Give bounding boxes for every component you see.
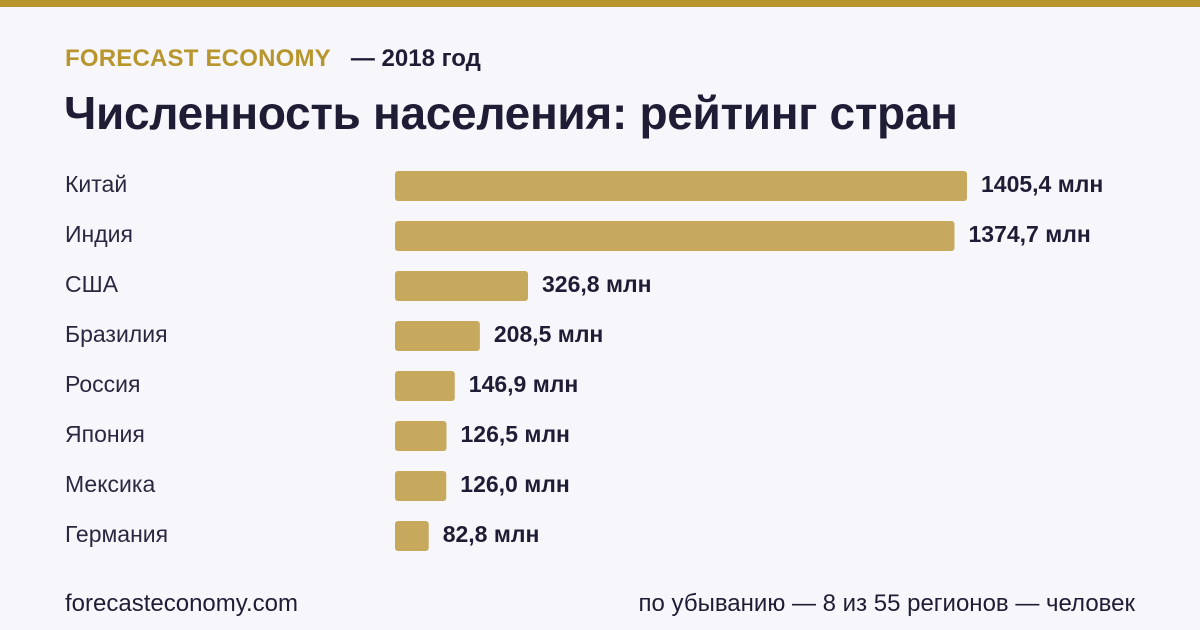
bar <box>395 521 429 551</box>
category-label: Китай <box>65 171 127 197</box>
bar <box>395 321 480 351</box>
value-label: 326,8 млн <box>542 271 651 297</box>
category-label: Индия <box>65 221 133 247</box>
value-label: 126,0 млн <box>460 471 569 497</box>
value-label: 82,8 млн <box>443 521 540 547</box>
brand-name: FORECAST ECONOMY <box>65 45 331 72</box>
value-label: 208,5 млн <box>494 321 603 347</box>
population-bar-chart: Китай 1405,4 млн Индия 1374,7 млн США 326,8 м… <box>65 171 1103 551</box>
bar <box>395 471 447 501</box>
category-label: Япония <box>65 421 145 447</box>
header: FORECAST ECONOMY — 2018 год <box>65 45 481 73</box>
year-label: — 2018 год <box>350 45 481 72</box>
page-title: Численность населения: рейтинг стран <box>64 87 958 139</box>
bar <box>395 171 967 201</box>
top-accent-bar <box>0 0 1200 7</box>
bar <box>395 271 529 301</box>
value-label: 1405,4 млн <box>981 171 1103 197</box>
footer-note: по убыванию — 8 из 55 регионов — человек <box>638 590 1135 617</box>
value-label: 1374,7 млн <box>969 221 1091 247</box>
value-label: 146,9 млн <box>469 371 578 397</box>
bar <box>395 371 455 401</box>
value-label: 126,5 млн <box>460 421 569 447</box>
category-label: США <box>65 271 119 297</box>
category-label: Мексика <box>65 471 155 497</box>
category-label: Россия <box>65 371 140 397</box>
category-label: Германия <box>65 521 168 547</box>
bar <box>395 421 447 451</box>
bar <box>395 221 955 251</box>
category-label: Бразилия <box>65 321 168 347</box>
footer-source: forecasteconomy.com <box>65 590 298 617</box>
